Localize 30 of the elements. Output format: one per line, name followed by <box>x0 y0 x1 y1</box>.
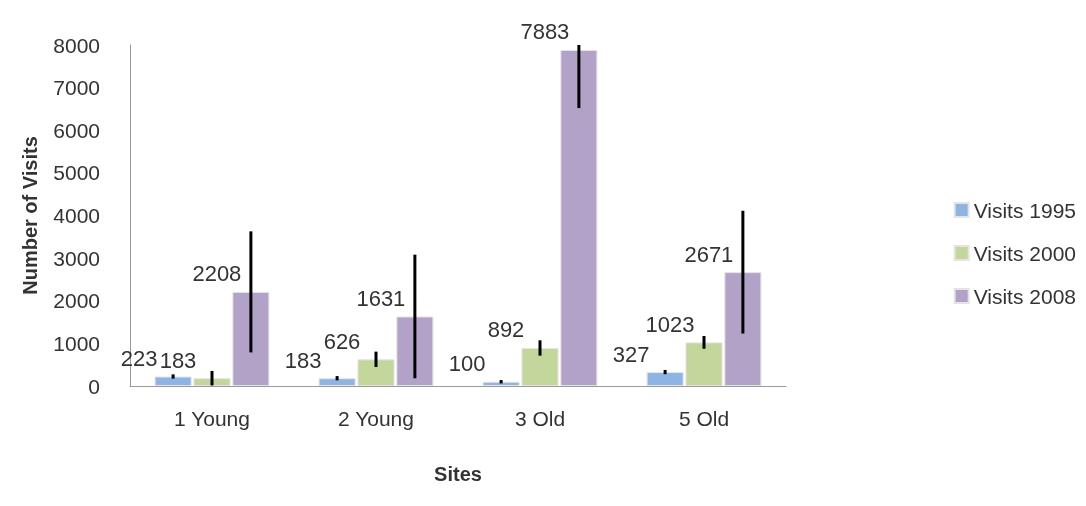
x-tick-label: 3 Old <box>514 407 566 430</box>
data-label: 2208 <box>192 261 242 287</box>
x-tick-label: 5 Old <box>678 407 730 430</box>
y-tick-label: 6000 <box>53 118 100 142</box>
data-label: 7883 <box>520 19 570 45</box>
x-tick-label: 2 Young <box>338 407 414 430</box>
y-tick-label: 8000 <box>53 33 100 57</box>
data-label: 327 <box>612 341 650 367</box>
y-axis-title: Number of Visits <box>19 136 41 295</box>
y-tick-label: 3000 <box>53 246 100 270</box>
y-tick-label: 4000 <box>53 204 100 227</box>
data-label: 223 <box>120 345 158 371</box>
y-tick-label: 1000 <box>53 331 100 355</box>
data-label: 626 <box>323 328 361 354</box>
data-label: 183 <box>159 347 197 373</box>
legend-label: Visits 2008 <box>973 284 1077 308</box>
legend-label: Visits 1995 <box>973 198 1077 222</box>
data-label: 1023 <box>645 311 695 337</box>
data-label: 892 <box>487 317 525 343</box>
y-tick-label: 5000 <box>53 161 100 185</box>
data-label: 183 <box>284 347 322 373</box>
x-axis-title: Sites <box>434 463 482 485</box>
data-label: 1631 <box>356 285 406 311</box>
data-label: 100 <box>448 351 486 377</box>
y-tick-label: 2000 <box>53 289 100 313</box>
y-tick-label: 0 <box>88 374 100 398</box>
y-tick-label: 7000 <box>53 76 100 100</box>
legend-label: Visits 2000 <box>973 241 1077 265</box>
data-label: 2671 <box>684 241 734 267</box>
x-tick-label: 1 Young <box>174 407 250 430</box>
